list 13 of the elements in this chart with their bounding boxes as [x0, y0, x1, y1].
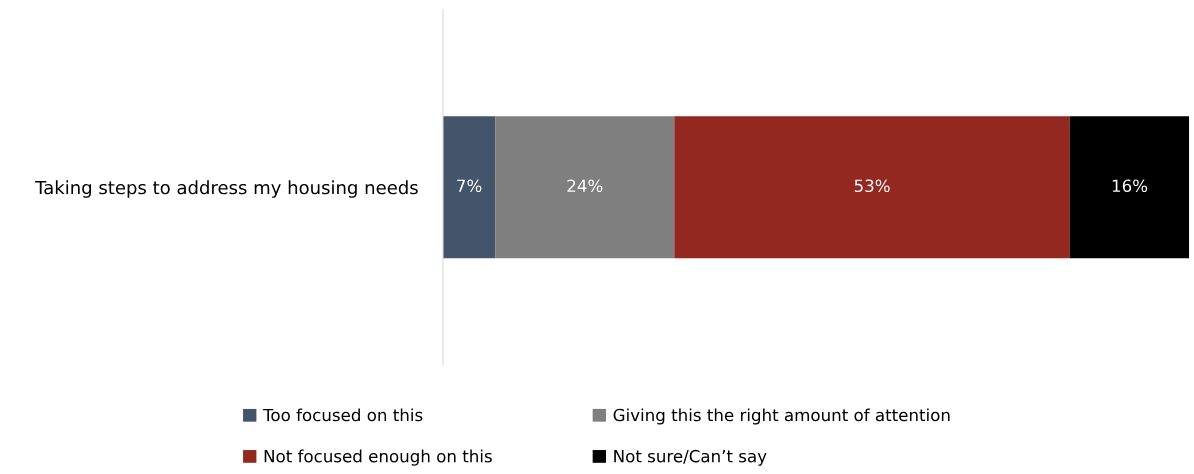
bar: [1069, 116, 1190, 259]
legend-label: Giving this the right amount of attention: [613, 408, 950, 425]
legend-label: Not focused enough on this: [264, 449, 492, 466]
data-label: 16%: [1112, 179, 1148, 193]
bar: [674, 116, 1070, 259]
legend-label: Not sure/Can’t say: [614, 449, 767, 466]
data-label: 7%: [457, 179, 482, 193]
bar: [495, 116, 675, 259]
y-tick-label: Taking steps to address my housing needs: [35, 180, 418, 198]
bar: [442, 116, 496, 259]
data-label: 24%: [567, 179, 603, 193]
legend-label: Too focused on this: [263, 408, 423, 422]
data-label: 53%: [854, 179, 890, 193]
